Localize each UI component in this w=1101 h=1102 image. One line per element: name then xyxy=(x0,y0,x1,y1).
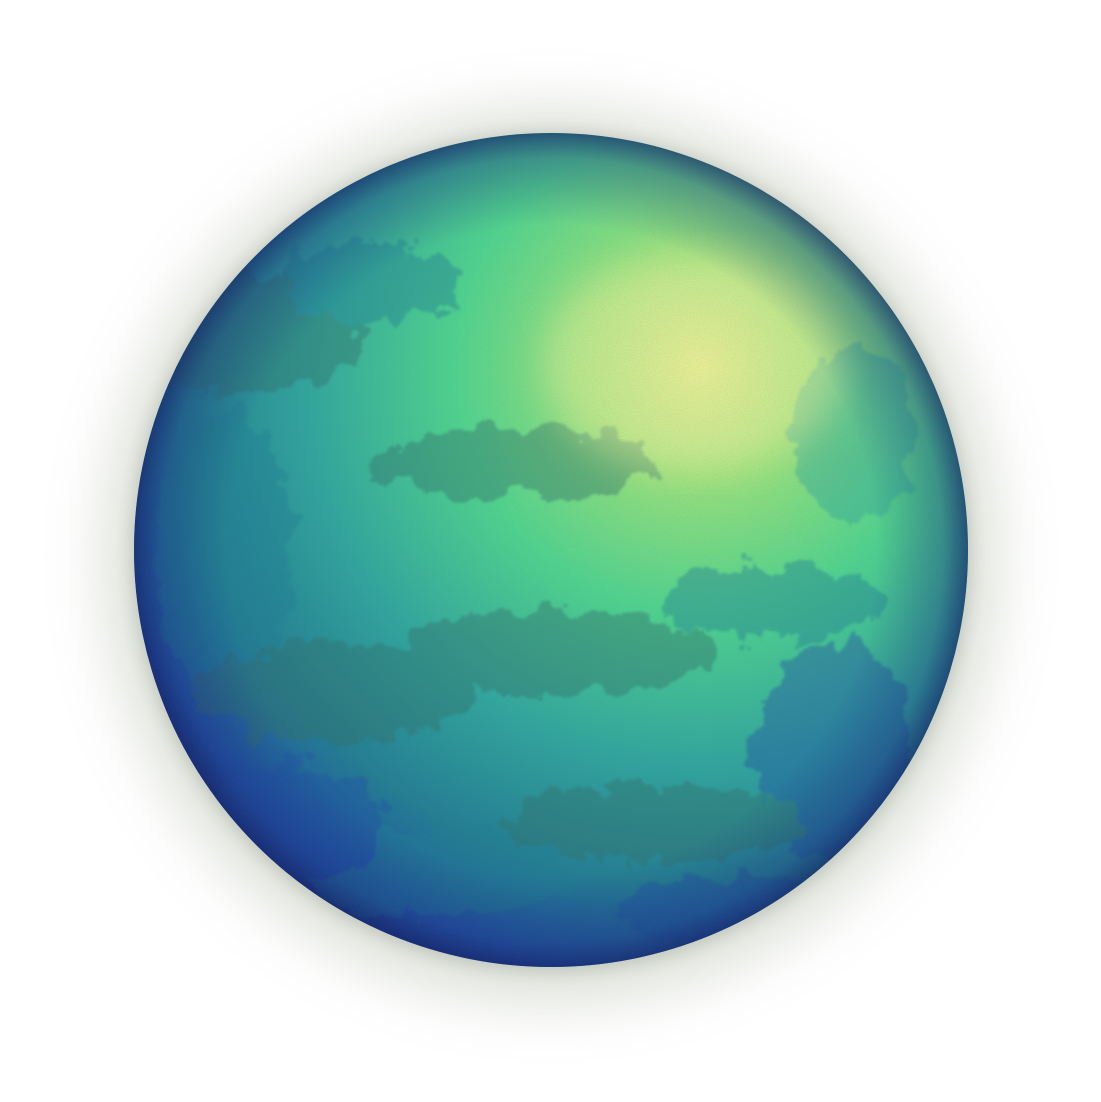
watercolor-orb xyxy=(134,133,968,967)
orb-illustration xyxy=(134,133,968,967)
paper-texture xyxy=(134,133,968,967)
